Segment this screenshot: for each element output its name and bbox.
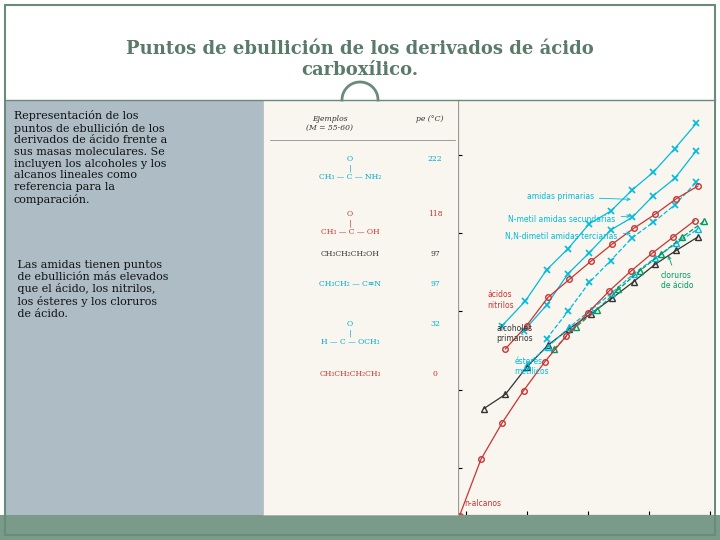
Text: ésteres
metílicos: ésteres metílicos [515, 356, 549, 376]
Bar [0, 515, 720, 540]
Text: n-alcanos: n-alcanos [464, 498, 501, 508]
Text: 222: 222 [428, 155, 442, 163]
Text: 0: 0 [433, 370, 438, 378]
Bar [5, 100, 263, 515]
Text: Las amidas tienen puntos
 de ebullición más elevados
 que el ácido, los nitrilos: Las amidas tienen puntos de ebullición m… [14, 260, 168, 319]
X-axis label: masa molecular: masa molecular [549, 535, 622, 540]
Text: Puntos de ebullición de los derivados de ácido
carboxílico.: Puntos de ebullición de los derivados de… [126, 40, 594, 79]
Text: 97: 97 [430, 250, 440, 258]
Text: CH₃CH₂ — C≡N: CH₃CH₂ — C≡N [319, 280, 381, 288]
Text: O
|
CH₃ — C — OH: O | CH₃ — C — OH [320, 210, 379, 237]
Text: N-metil amidas secundarias: N-metil amidas secundarias [508, 215, 630, 224]
Text: CH₃CH₂CH₂CH₃: CH₃CH₂CH₂CH₃ [319, 370, 381, 378]
Text: ácidos
nitrilos: ácidos nitrilos [487, 290, 513, 309]
Y-axis label: punto de ebullición (°C): punto de ebullición (°C) [415, 253, 425, 362]
Text: Representación de los
puntos de ebullición de los
derivados de ácido frente a
su: Representación de los puntos de ebullici… [14, 110, 167, 205]
Text: 32: 32 [430, 320, 440, 328]
Text: 118: 118 [428, 210, 442, 218]
Text: O
|
H — C — OCH₃: O | H — C — OCH₃ [320, 320, 379, 346]
Bar [263, 100, 458, 515]
Text: CH₃CH₂CH₂OH: CH₃CH₂CH₂OH [320, 250, 379, 258]
Text: cloruros
de ácido: cloruros de ácido [661, 256, 693, 290]
Text: pe (°C): pe (°C) [416, 115, 444, 123]
Text: 97: 97 [430, 280, 440, 288]
Text: Ejemplos
(M = 55-60): Ejemplos (M = 55-60) [307, 115, 354, 132]
Text: N,N-dimetil amidas terciarias: N,N-dimetil amidas terciarias [505, 232, 630, 241]
Text: O
|
CH₃ — C — NH₂: O | CH₃ — C — NH₂ [319, 155, 381, 181]
Text: alcoholes
primarios: alcoholes primarios [496, 324, 533, 343]
Text: amidas primarias: amidas primarias [527, 192, 630, 201]
